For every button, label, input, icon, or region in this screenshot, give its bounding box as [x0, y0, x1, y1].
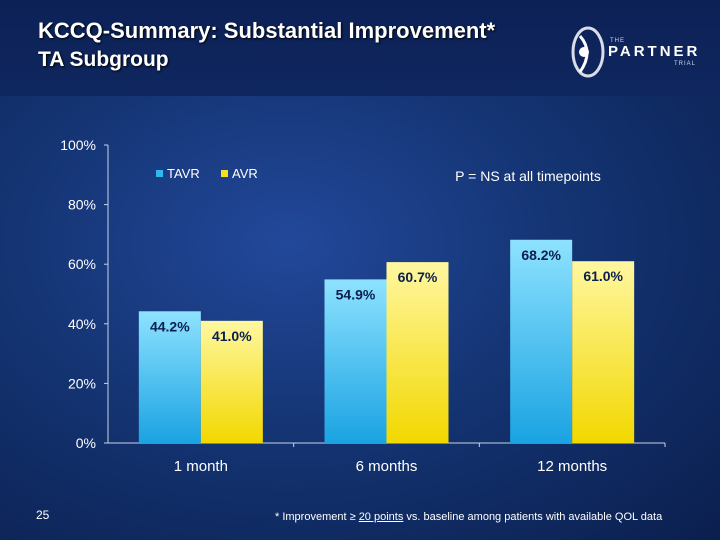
y-tick-label: 60% [68, 256, 96, 272]
y-tick-label: 20% [68, 375, 96, 391]
x-tick-label: 1 month [174, 458, 228, 475]
footnote: * Improvement ≥ 20 points vs. baseline a… [275, 511, 662, 523]
x-tick-label: 6 months [356, 458, 418, 475]
bar-value-label: 61.0% [583, 268, 623, 284]
bar-value-label: 41.0% [212, 328, 252, 344]
chart-axes: 0% 20% 40% 60% 80% 100% 1 month 6 months 12 mont… [60, 137, 666, 475]
bar-tavr-2 [324, 279, 387, 443]
legend-label-tavr: TAVR [167, 166, 200, 181]
legend-swatch-avr [221, 170, 228, 177]
bar-tavr-1 [138, 311, 201, 443]
y-tick-label: 100% [60, 137, 96, 153]
bar-tavr-3 [510, 239, 573, 443]
bar-avr-2 [386, 262, 449, 443]
y-tick-label: 40% [68, 316, 96, 332]
logo-name: PARTNER [608, 43, 701, 60]
legend-label-avr: AVR [232, 166, 258, 181]
bar-value-label: 54.9% [336, 286, 376, 302]
footnote-post: vs. baseline among patients with availab… [403, 511, 663, 523]
bar-value-label: 60.7% [398, 269, 438, 285]
logo-trial: TRIAL [674, 61, 697, 67]
slide-title: KCCQ-Summary: Substantial Improvement* [38, 18, 496, 43]
bar-avr-1 [200, 320, 263, 443]
x-tick-label: 12 months [537, 458, 607, 475]
y-tick-label: 0% [76, 435, 96, 451]
bar-avr-3 [572, 261, 635, 443]
slide-header: KCCQ-Summary: Substantial Improvement* T… [0, 0, 720, 96]
chart-legend: TAVR AVR [156, 166, 258, 181]
chart-bars: 44.2% 54.9% 68.2% 41.0% 60.7% 61.0% [138, 239, 635, 443]
logo-the: THE [610, 38, 625, 44]
bar-value-label: 44.2% [150, 318, 190, 334]
footnote-pre: * Improvement ≥ [275, 511, 359, 523]
chart-annotation: P = NS at all timepoints [455, 168, 601, 184]
bar-value-label: 68.2% [521, 247, 561, 263]
legend-swatch-tavr [156, 170, 163, 177]
slide-subtitle: TA Subgroup [38, 48, 169, 71]
page-number: 25 [36, 508, 50, 522]
partner-trial-logo: THE PARTNER TRIAL [568, 16, 708, 88]
logo-emblem-icon [571, 26, 605, 78]
footnote-underline: 20 points [358, 511, 404, 523]
y-tick-label: 80% [68, 197, 96, 213]
